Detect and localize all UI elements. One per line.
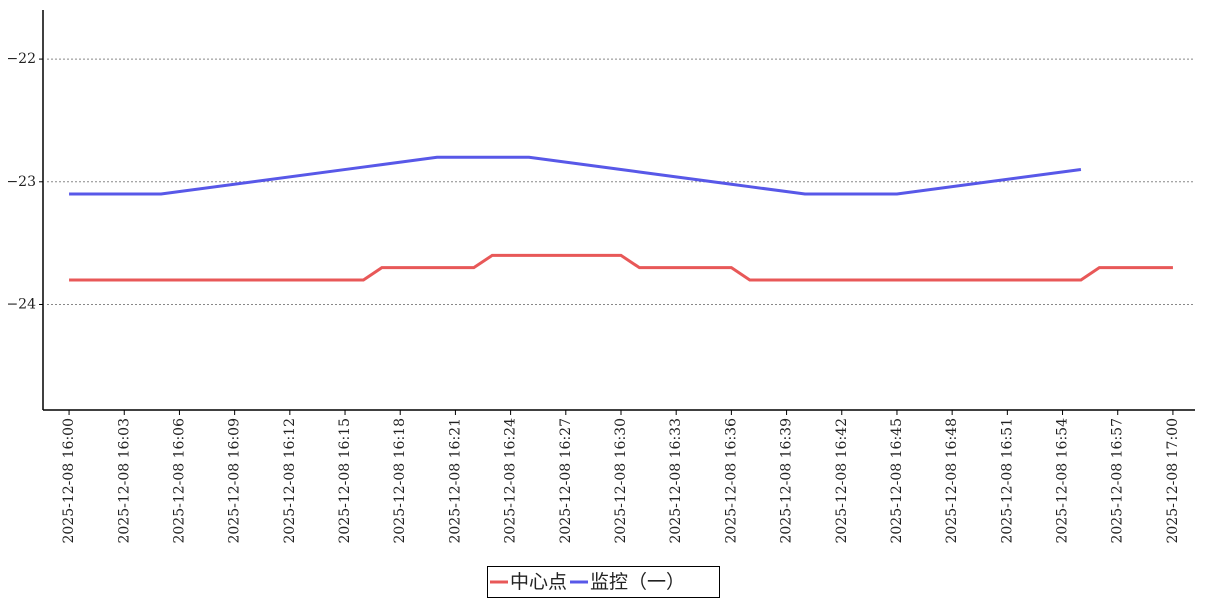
legend-text: 监控（一）	[590, 571, 685, 593]
x-tick-label: 2025-12-08 16:45	[889, 418, 905, 544]
x-tick-label: 2025-12-08 16:54	[1055, 418, 1071, 544]
series-line	[69, 253, 1173, 282]
x-tick-label: 2025-12-08 16:36	[723, 418, 739, 544]
x-tick-label: 2025-12-08 16:09	[227, 418, 243, 544]
y-tick-label: −24	[6, 296, 36, 312]
x-tick-label: 2025-12-08 16:06	[171, 418, 187, 544]
x-tick-label: 2025-12-08 16:27	[558, 418, 574, 544]
x-tick-label: 2025-12-08 16:03	[116, 418, 132, 544]
x-tick-label: 2025-12-08 16:30	[613, 418, 629, 544]
series-line	[69, 155, 1082, 196]
x-tick-label: 2025-12-08 16:39	[779, 418, 795, 544]
x-tick-label: 2025-12-08 16:33	[668, 418, 684, 544]
y-tick-label: −22	[6, 51, 36, 67]
x-tick-label: 2025-12-08 16:48	[944, 418, 960, 544]
x-tick-label: 2025-12-08 17:00	[1165, 418, 1181, 544]
legend-text: 中心点	[510, 571, 567, 593]
x-tick-label: 2025-12-08 16:00	[61, 418, 77, 544]
x-tick-label: 2025-12-08 16:12	[282, 418, 298, 544]
x-tick-label: 2025-12-08 16:15	[337, 418, 353, 544]
x-tick-label: 2025-12-08 16:57	[1110, 418, 1126, 544]
x-tick-label: 2025-12-08 16:51	[999, 418, 1015, 544]
y-tick-label: −23	[6, 174, 36, 190]
legend-box	[487, 566, 720, 598]
x-tick-label: 2025-12-08 16:21	[447, 418, 463, 544]
x-tick-label: 2025-12-08 16:24	[503, 418, 519, 544]
x-tick-label: 2025-12-08 16:42	[834, 418, 850, 544]
x-tick-label: 2025-12-08 16:18	[392, 418, 408, 544]
